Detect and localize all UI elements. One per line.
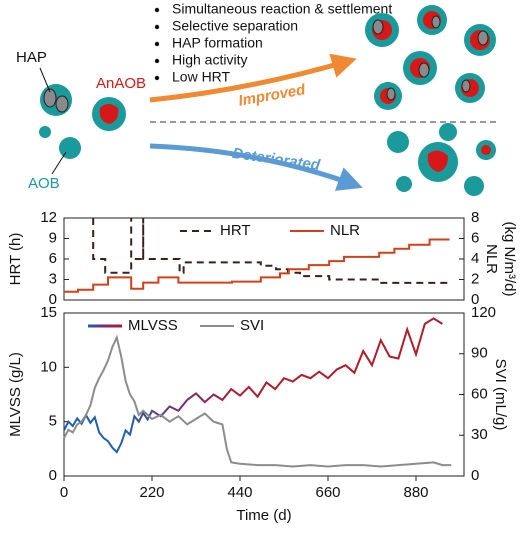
pointer [39,67,51,93]
bullet-dot [154,7,160,13]
deteriorated-arrow [149,143,363,191]
y-tick-label: 10 [40,358,57,375]
x-tick-label: 440 [227,484,252,501]
y2-axis-label: SVI (mL/g) [492,359,509,431]
aob-label: AOB [28,175,60,192]
hap-particle [386,87,396,101]
hap-particle [477,30,489,46]
y2-tick-label: 30 [471,426,488,443]
y2-tick-label: 2 [471,270,479,287]
bullet-dot [154,41,160,47]
hap-label: HAP [16,49,47,66]
y-tick-label: 15 [40,304,57,321]
bullet-dot [154,75,160,81]
y2-tick-label: 6 [471,229,479,246]
y-tick-label: 12 [40,209,57,226]
x-tick-label: 0 [60,484,68,501]
anaob-core [427,150,448,172]
legend-label: SVI [240,317,264,334]
y-axis-label: MLVSS (g/L) [7,352,24,437]
legend-label: MLVSS [128,317,178,334]
hap-particle [372,19,384,35]
granule [39,126,51,138]
hap-particle [43,88,57,108]
series-line [64,238,450,293]
anaob-core [99,104,119,124]
improved-arrow [149,53,357,103]
granule [387,131,409,153]
bullet-text: Simultaneous reaction & settlement [172,1,392,17]
y-tick-label: 3 [49,270,57,287]
granule [59,137,81,159]
plot-frame [63,217,465,301]
hap-particle [55,95,69,113]
deteriorated-granules [387,123,496,196]
bullet-text: Low HRT [172,69,231,85]
y-tick-label: 6 [49,250,57,267]
x-tick-label: 220 [139,484,164,501]
y-axis-label: HRT (h) [7,233,24,286]
bullet-list: Simultaneous reaction & settlement Selec… [154,1,392,85]
y2-tick-label: 0 [471,291,479,308]
x-tick-label: 880 [403,484,428,501]
x-axis-label: Time (d) [236,507,291,524]
series-line [63,334,452,468]
y2-tick-label: 60 [471,385,488,402]
diagram: Simultaneous reaction & settlement Selec… [16,1,500,196]
y-tick-label: 0 [49,467,57,484]
bullet-dot [154,24,160,30]
y2-tick-label: 90 [471,345,488,362]
bullet-dot [154,58,160,64]
granule [439,123,457,141]
bullet-text: Selective separation [172,18,298,34]
x-tick-label: 660 [315,484,340,501]
y2-tick-label: 0 [471,467,479,484]
anaob-core [481,145,491,155]
pointer [51,151,67,175]
y2-axis-label: (kg N/m³/d) [501,222,518,297]
y-tick-label: 9 [49,229,57,246]
y2-tick-label: 4 [471,250,479,267]
legend-swatch [88,324,122,328]
bullet-text: High activity [172,52,247,68]
series-line [92,218,448,284]
y-tick-label: 0 [49,291,57,308]
granule [464,176,484,196]
improved-granules [365,5,496,110]
legend-label: HRT [220,222,251,239]
hap-particle [431,15,441,29]
hap-particle [461,79,471,93]
y2-tick-label: 120 [471,304,496,321]
left-granules: HAP AnAOB AOB [16,49,146,192]
y2-axis-label: NLR [483,244,500,274]
hap-particle [418,62,430,78]
y-tick-label: 5 [49,413,57,430]
bullet-text: HAP formation [172,35,263,51]
legend-label: NLR [330,222,360,239]
y2-tick-label: 8 [471,209,479,226]
granule [396,176,412,192]
anaob-label: AnAOB [96,75,146,92]
deteriorated-label: Deteriorated [231,145,322,174]
series-line [63,317,443,454]
